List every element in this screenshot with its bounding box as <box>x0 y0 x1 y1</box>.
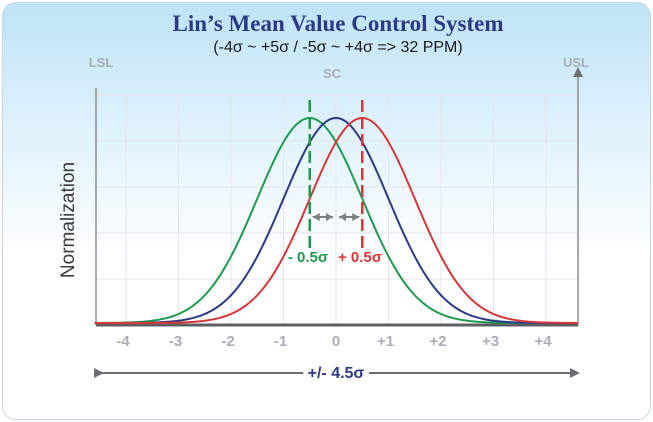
shift-arrow-left <box>312 213 333 221</box>
x-tick-label: +3 <box>482 333 499 350</box>
x-tick-label: +4 <box>534 333 552 350</box>
curve-series-2 <box>94 117 578 324</box>
x-tick-label: +2 <box>429 333 446 350</box>
chart-title: Lin’s Mean Value Control System <box>173 11 504 36</box>
x-tick-labels: -4 -3 -2 -1 0 +1 +2 +3 +4 <box>116 333 552 350</box>
shift-right-label: + 0.5σ <box>338 249 382 266</box>
shift-left-label: - 0.5σ <box>288 249 328 266</box>
chart-subtitle: (-4σ ~ +5σ / -5σ ~ +4σ => 32 PPM) <box>213 39 462 56</box>
x-tick-label: -3 <box>169 333 182 350</box>
grid-lines <box>96 94 578 323</box>
x-tick-label: +1 <box>377 333 394 350</box>
sc-label: SC <box>323 66 342 81</box>
mean-markers <box>308 100 364 250</box>
x-tick-label: -4 <box>116 333 130 350</box>
y-axis-label: Normalization <box>58 162 79 278</box>
x-tick-label: -1 <box>274 333 287 350</box>
lsl-label: LSL <box>89 55 114 70</box>
usl-label: USL <box>563 55 589 70</box>
range-label: +/- 4.5σ <box>308 365 365 382</box>
curves-group <box>94 116 578 324</box>
shift-arrow-right <box>339 213 360 221</box>
curve-series-1 <box>94 116 578 324</box>
x-tick-label: -2 <box>221 333 234 350</box>
x-tick-label: 0 <box>332 333 340 350</box>
